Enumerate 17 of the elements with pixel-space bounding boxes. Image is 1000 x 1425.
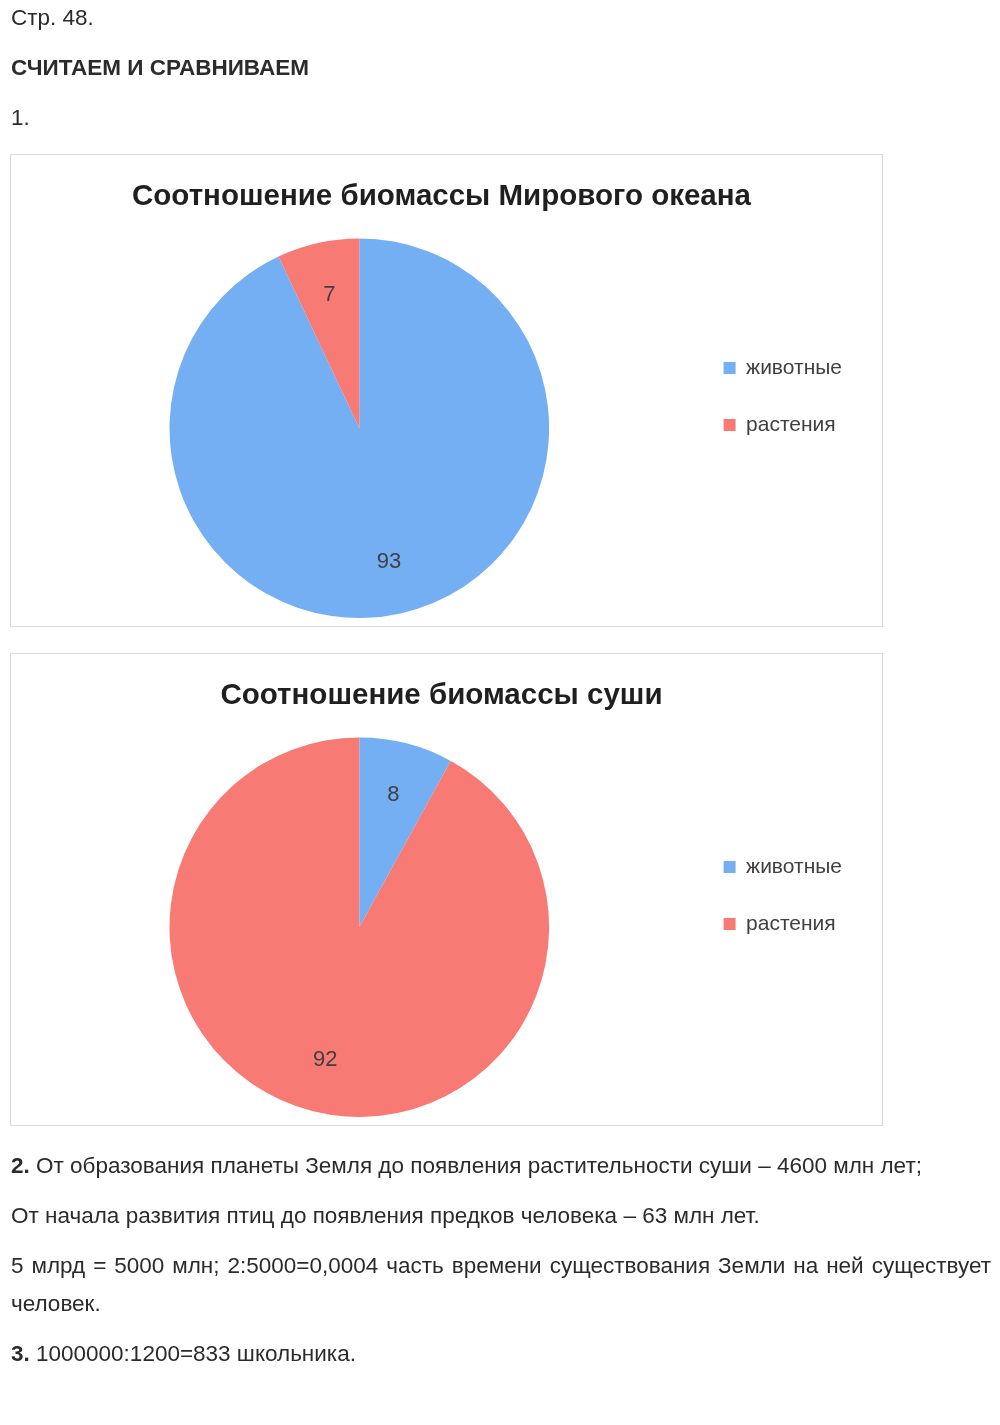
text: Стр. 48. <box>11 5 94 30</box>
data-label: 92 <box>313 1045 338 1071</box>
data-label: 93 <box>376 547 402 573</box>
legend-label: растения <box>746 910 836 934</box>
legend-label: животные <box>746 853 842 877</box>
text: СЧИТАЕМ И СРАВНИВАЕМ <box>11 55 309 80</box>
legend-label: растения <box>746 411 836 435</box>
data-label: 8 <box>387 780 400 806</box>
text: 2. От образования планеты Земля до появления растительности суши – 4600 млн лет; <box>11 1153 922 1178</box>
chart-title: Соотношение биомассы суши <box>220 676 663 710</box>
data-label: 7 <box>323 280 336 306</box>
text: 3. 1000000:1200=833 школьника. <box>11 1341 356 1366</box>
text: От начала развития птиц до появления предков человека – 63 млн лет. <box>11 1203 760 1228</box>
text: 1. <box>11 105 30 130</box>
legend-label: животные <box>746 354 842 378</box>
text: 5 млрд = 5000 млн; 2:5000=0,0004 часть времени существования Земли на ней существует человек. <box>11 1253 991 1316</box>
chart-title: Соотношение биомассы Мирового океана <box>132 177 752 211</box>
